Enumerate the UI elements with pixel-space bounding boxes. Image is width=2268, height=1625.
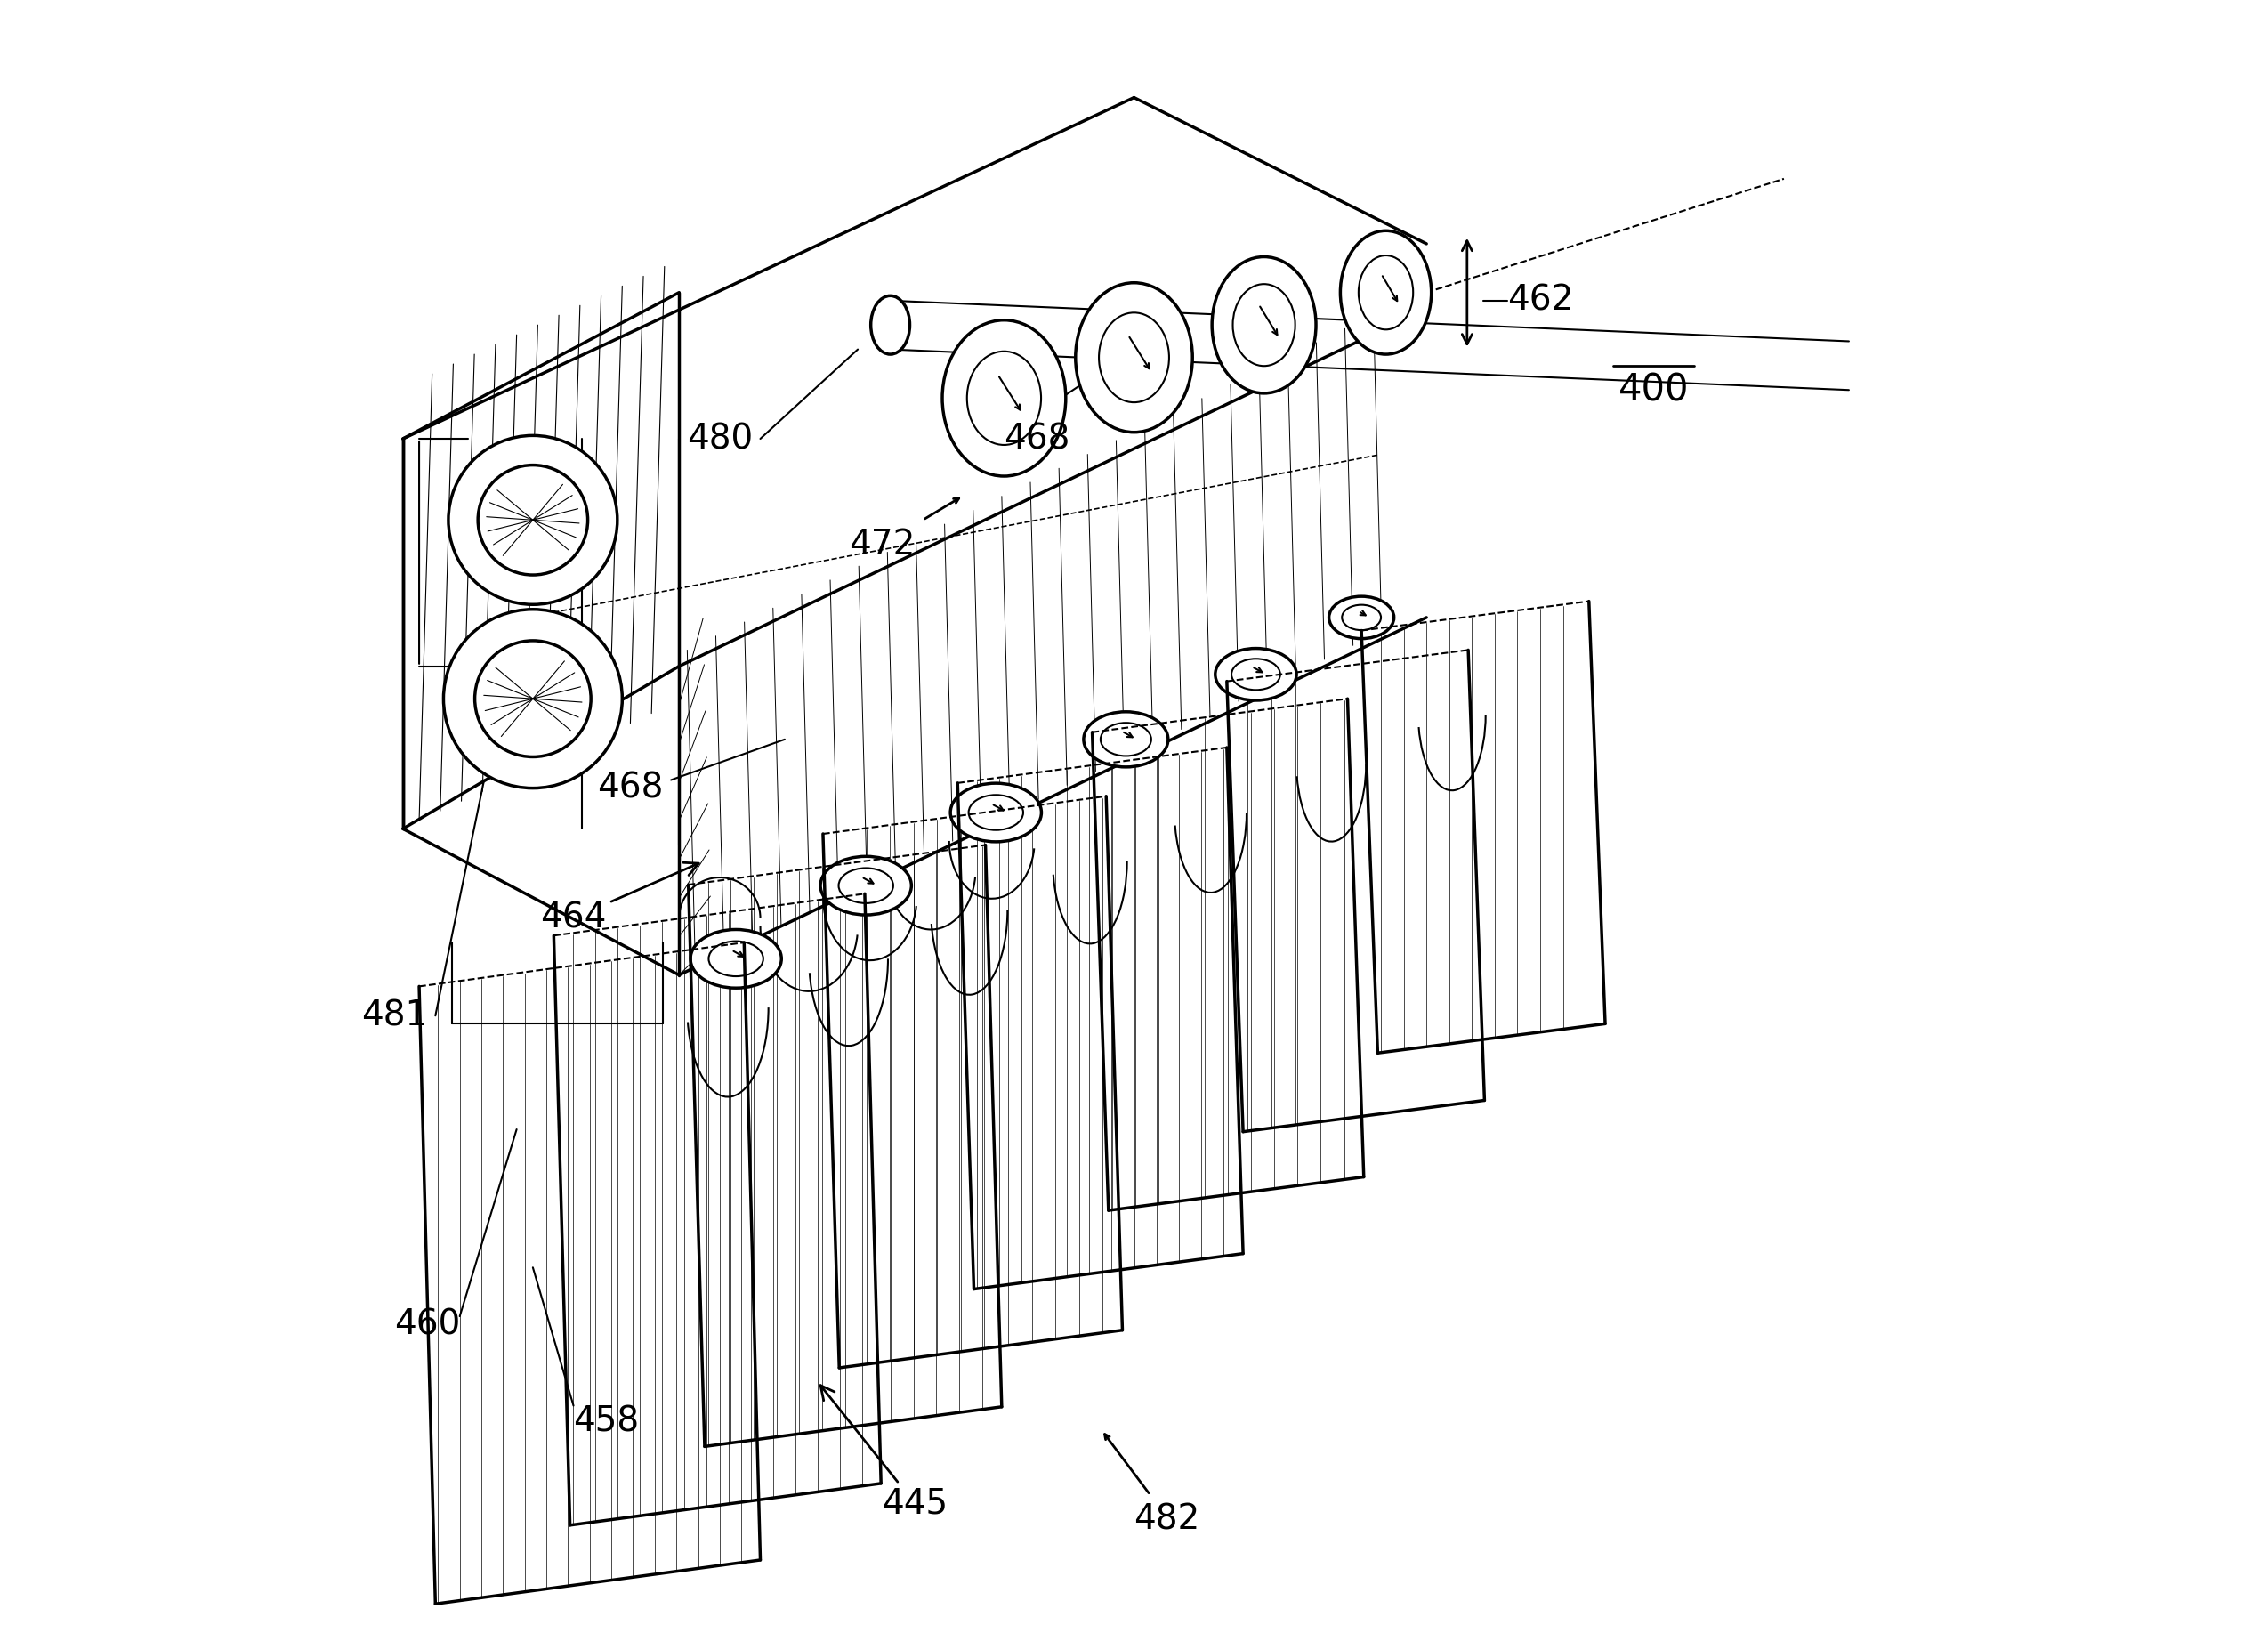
Ellipse shape: [1084, 712, 1168, 767]
Ellipse shape: [871, 296, 909, 354]
Ellipse shape: [449, 436, 617, 605]
Text: 480: 480: [687, 422, 753, 455]
Ellipse shape: [1216, 648, 1297, 700]
Text: 468: 468: [1002, 422, 1070, 455]
Ellipse shape: [1075, 283, 1193, 432]
Text: 460: 460: [395, 1308, 460, 1341]
Ellipse shape: [445, 609, 621, 788]
Text: 458: 458: [574, 1406, 640, 1438]
Ellipse shape: [1329, 596, 1395, 639]
Ellipse shape: [821, 856, 912, 915]
Text: 464: 464: [540, 863, 699, 934]
Ellipse shape: [1340, 231, 1431, 354]
Text: 462: 462: [1508, 284, 1574, 317]
Ellipse shape: [1211, 257, 1315, 393]
Ellipse shape: [941, 320, 1066, 476]
Text: 481: 481: [361, 999, 429, 1032]
Ellipse shape: [689, 930, 782, 988]
Text: 445: 445: [821, 1386, 948, 1519]
Text: 472: 472: [848, 528, 916, 561]
Ellipse shape: [950, 783, 1041, 842]
Text: 468: 468: [596, 772, 665, 804]
Text: 400: 400: [1619, 371, 1690, 410]
Text: 482: 482: [1134, 1503, 1200, 1536]
